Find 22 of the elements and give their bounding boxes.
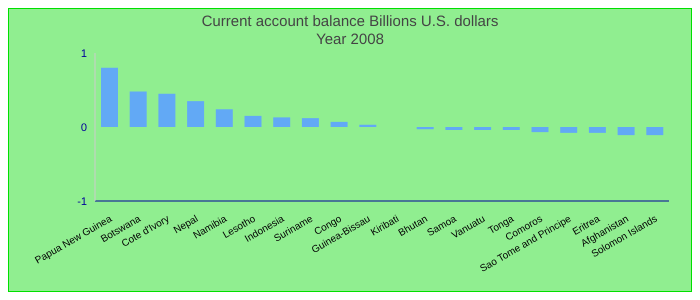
bar — [130, 91, 147, 127]
bar — [158, 94, 176, 127]
bar — [244, 116, 262, 127]
bar — [273, 117, 290, 127]
bar — [646, 127, 664, 136]
bar — [532, 127, 548, 132]
bar — [588, 127, 606, 133]
chart-subtitle: Year 2008 — [315, 31, 385, 49]
y-tick-label: 0 — [80, 122, 87, 134]
bar — [302, 118, 319, 127]
bar — [560, 127, 578, 133]
bar — [101, 68, 118, 127]
bar — [187, 101, 204, 127]
bar — [474, 127, 492, 130]
bar — [445, 127, 462, 130]
y-tick-label: -1 — [77, 196, 87, 208]
bar — [330, 122, 348, 127]
bar — [216, 109, 233, 127]
chart-title: Current account balance Billions U.S. dollars — [200, 13, 500, 31]
y-tick-label: 1 — [80, 48, 87, 60]
bar — [502, 127, 520, 130]
bar — [618, 127, 635, 136]
